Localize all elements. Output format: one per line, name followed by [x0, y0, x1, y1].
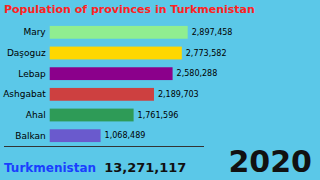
- bar: [50, 109, 134, 122]
- bar: [50, 67, 173, 80]
- bar: [50, 129, 101, 142]
- data-label: 1,761,596: [138, 111, 179, 120]
- data-label: 1,068,489: [105, 131, 146, 140]
- category-label: Ahal: [26, 110, 46, 120]
- bars: [50, 26, 188, 142]
- data-label: 2,580,288: [177, 69, 218, 78]
- data-label: 2,773,582: [186, 49, 227, 58]
- bar: [50, 88, 154, 101]
- data-label: 2,189,703: [158, 90, 199, 99]
- chart: Population of provinces in Turkmenistan M…: [0, 0, 320, 180]
- total-label: Turkmenistan: [4, 161, 96, 175]
- bar: [50, 47, 182, 60]
- data-label: 2,897,458: [192, 28, 233, 37]
- category-label: Mary: [23, 27, 46, 37]
- bar: [50, 26, 188, 39]
- category-label: Lebap: [18, 69, 46, 79]
- year-annotation: 2020: [229, 144, 313, 179]
- title: Population of provinces in Turkmenistan: [4, 3, 255, 16]
- labels: Mary 2,897,458 Daşoguz 2,773,582 Lebap 2,580,…: [3, 27, 232, 140]
- x-axis-line: [4, 146, 204, 147]
- total-value: 13,271,117: [104, 160, 186, 175]
- category-label: Daşoguz: [7, 48, 46, 58]
- category-label: Ashgabat: [3, 89, 46, 99]
- category-label: Balkan: [15, 131, 45, 141]
- background: [0, 0, 320, 180]
